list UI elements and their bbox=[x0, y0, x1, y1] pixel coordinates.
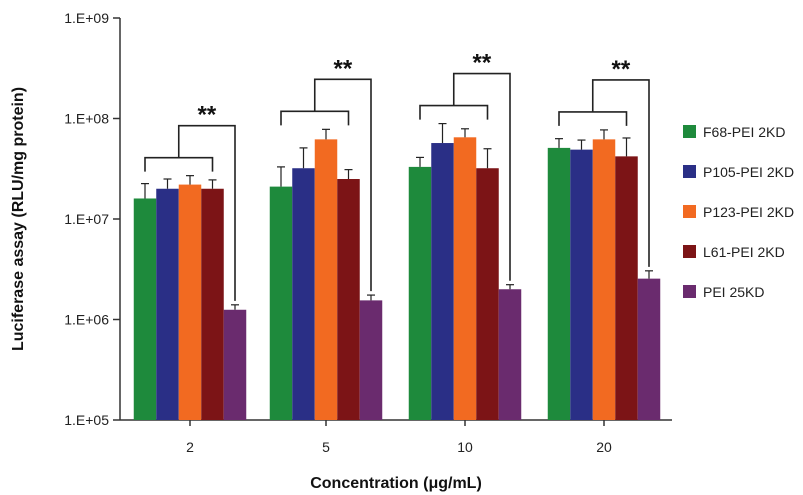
bar bbox=[133, 198, 157, 420]
bracket-compare bbox=[177, 124, 236, 301]
significance-label: ** bbox=[612, 56, 631, 83]
legend: F68-PEI 2KD P105-PEI 2KD P123-PEI 2KD L61-P… bbox=[683, 124, 794, 300]
legend-label: L61-PEI 2KD bbox=[703, 244, 785, 260]
bar bbox=[570, 149, 593, 420]
x-tick-label: 5 bbox=[322, 439, 330, 455]
significance-brackets: ** ** ** ** bbox=[144, 50, 650, 301]
bar bbox=[498, 289, 522, 420]
y-tick-label: 1.E+09 bbox=[64, 10, 109, 26]
significance-label: ** bbox=[198, 102, 217, 129]
bar bbox=[547, 147, 571, 420]
y-tick-label: 1.E+08 bbox=[64, 111, 109, 127]
x-axis-title: Concentration (μg/mL) bbox=[310, 475, 482, 492]
bar bbox=[637, 278, 661, 420]
bar bbox=[178, 184, 202, 420]
y-ticks: 1.E+05 1.E+06 1.E+07 1.E+08 1.E+09 bbox=[64, 10, 120, 428]
bar bbox=[476, 168, 499, 420]
bars bbox=[133, 137, 661, 421]
x-tick-label: 2 bbox=[186, 439, 194, 455]
legend-swatch bbox=[683, 205, 696, 218]
bracket-group bbox=[558, 111, 628, 126]
y-tick-label: 1.E+07 bbox=[64, 211, 109, 227]
x-tick-label: 10 bbox=[457, 439, 473, 455]
legend-swatch bbox=[683, 285, 696, 298]
bar bbox=[615, 156, 638, 420]
x-ticks: 2 5 10 20 bbox=[186, 420, 612, 455]
bar bbox=[314, 139, 338, 421]
bar bbox=[453, 137, 477, 421]
bracket-compare bbox=[591, 79, 650, 267]
bar bbox=[359, 300, 383, 420]
y-tick-label: 1.E+06 bbox=[64, 312, 109, 328]
significance-label: ** bbox=[334, 55, 353, 82]
bar bbox=[269, 186, 293, 420]
bar bbox=[201, 188, 224, 420]
legend-swatch bbox=[683, 165, 696, 178]
x-tick-label: 20 bbox=[596, 439, 612, 455]
y-axis-title: Luciferase assay (RLU/mg protein) bbox=[10, 87, 27, 351]
bar bbox=[431, 143, 454, 420]
error-bars bbox=[141, 122, 653, 310]
bracket-group bbox=[280, 110, 350, 126]
legend-label: F68-PEI 2KD bbox=[703, 124, 785, 140]
legend-swatch bbox=[683, 245, 696, 258]
bar bbox=[292, 168, 315, 420]
legend-label: P123-PEI 2KD bbox=[703, 204, 794, 220]
legend-swatch bbox=[683, 125, 696, 138]
legend-label: P105-PEI 2KD bbox=[703, 164, 794, 180]
legend-label: PEI 25KD bbox=[703, 284, 764, 300]
y-tick-label: 1.E+05 bbox=[64, 412, 109, 428]
bracket-group bbox=[419, 104, 489, 120]
bar bbox=[592, 139, 616, 421]
significance-label: ** bbox=[473, 50, 492, 77]
bar bbox=[156, 188, 179, 420]
bracket-group bbox=[144, 156, 214, 172]
bar bbox=[337, 179, 360, 420]
bracket-compare bbox=[452, 72, 511, 281]
bar bbox=[223, 309, 247, 420]
bar bbox=[408, 166, 432, 420]
bracket-compare bbox=[313, 78, 372, 292]
